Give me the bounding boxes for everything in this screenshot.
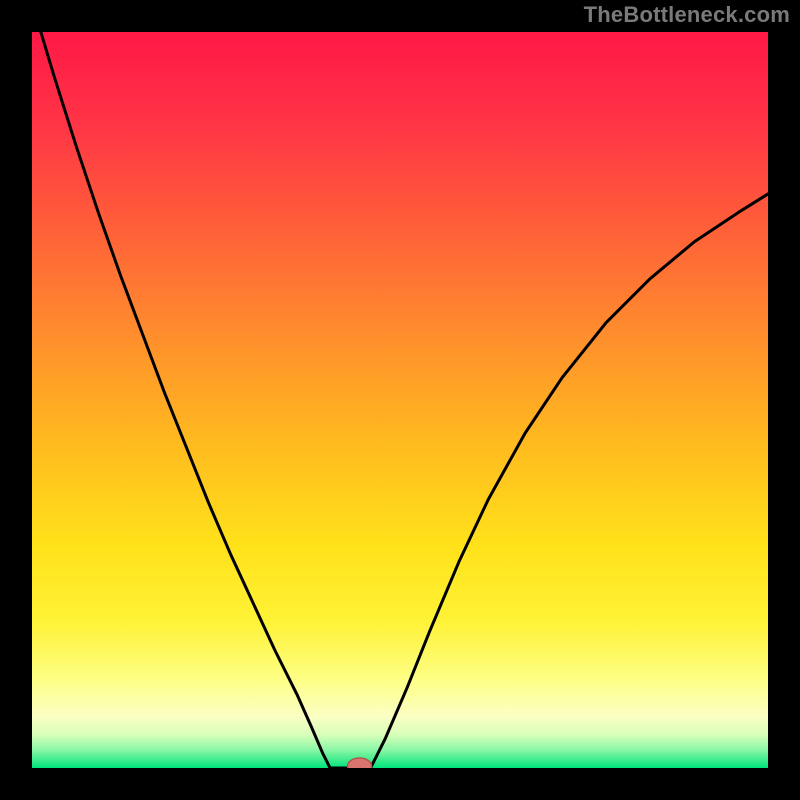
watermark-text: TheBottleneck.com bbox=[584, 2, 790, 28]
plot-background-gradient bbox=[32, 32, 768, 768]
bottleneck-chart bbox=[0, 0, 800, 800]
